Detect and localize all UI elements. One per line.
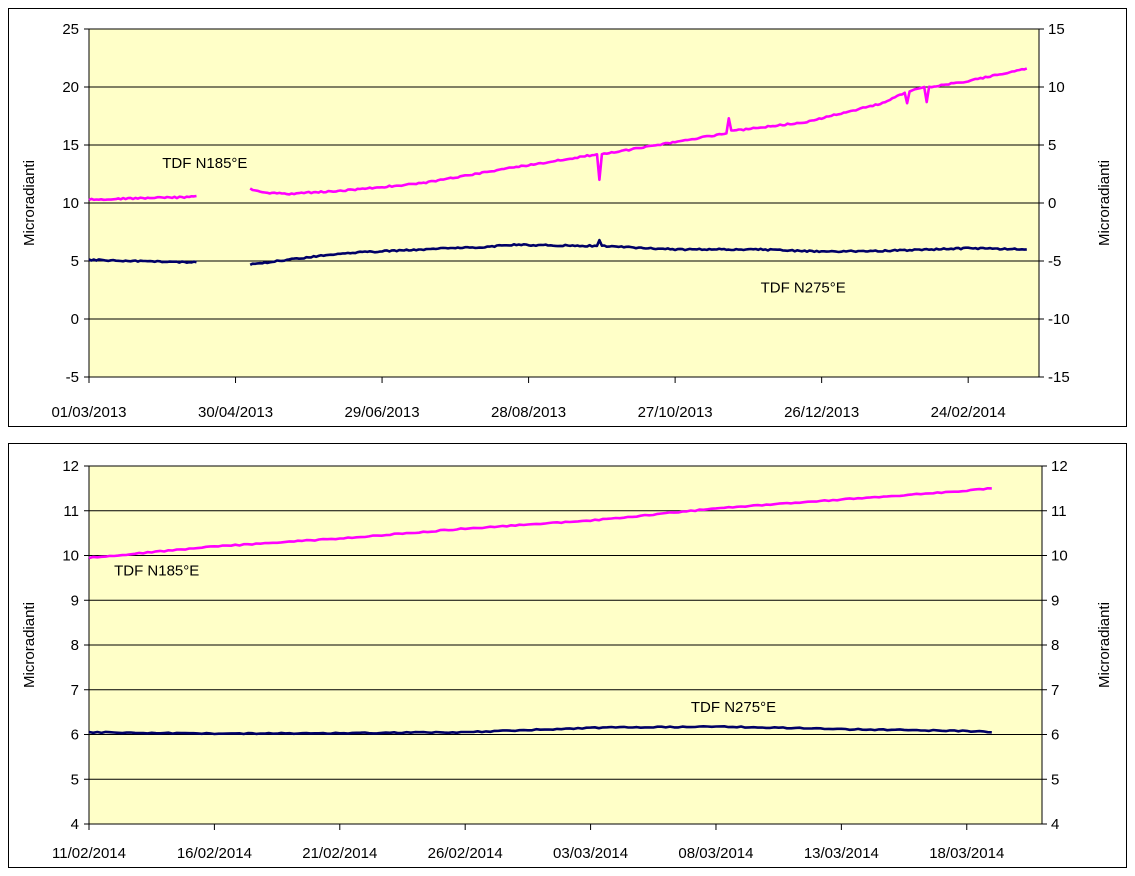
y2-tick-label: 0 bbox=[1048, 195, 1056, 212]
series-line bbox=[88, 194, 197, 202]
chart-panel-2013-2014: -5 0 5 10 15 20 25 -15 -10 -5 0 5 10 15 01/03/2013 30/0… bbox=[8, 8, 1127, 427]
x-tick-label: 28/08/2013 bbox=[491, 404, 566, 421]
x-tick-label: 11/02/2014 bbox=[52, 845, 126, 862]
series-label: TDF N185°E bbox=[114, 563, 199, 580]
y-axis-title: Microradianti bbox=[21, 160, 38, 246]
series-tdf-n275e bbox=[88, 238, 1027, 266]
series-line bbox=[88, 258, 197, 264]
x-tick-label: 21/02/2014 bbox=[302, 845, 377, 862]
y2-tick-label: -10 bbox=[1048, 311, 1070, 328]
y2-tick-label: 8 bbox=[1051, 637, 1059, 654]
x-tick-label: 26/02/2014 bbox=[428, 845, 503, 862]
y2-tick-label: -5 bbox=[1048, 253, 1061, 270]
x-tick-label: 30/04/2013 bbox=[198, 404, 273, 421]
x-tick-label: 24/02/2014 bbox=[931, 404, 1006, 421]
x-tick-label: 03/03/2014 bbox=[553, 845, 628, 862]
y-tick-label: 8 bbox=[71, 637, 79, 654]
y2-tick-label: 9 bbox=[1051, 592, 1059, 609]
chart-panel-feb-mar-2014: 4 5 6 7 8 9 10 11 12 4 5 6 7 8 9 10 11 12 11/02/2014 16/02/… bbox=[8, 443, 1127, 868]
series-label: TDF N185°E bbox=[162, 155, 247, 172]
x-tick-label: 27/10/2013 bbox=[638, 404, 713, 421]
y2-tick-label: -15 bbox=[1048, 369, 1070, 386]
y-tick-label: 25 bbox=[62, 21, 79, 38]
series-line bbox=[249, 238, 1027, 266]
y-tick-label: 6 bbox=[71, 727, 79, 744]
chart-feb-mar-2014: 4 5 6 7 8 9 10 11 12 4 5 6 7 8 9 10 11 12 11/02/2014 16/02/… bbox=[21, 458, 1113, 862]
series-line bbox=[88, 486, 992, 560]
y-tick-label: 4 bbox=[71, 816, 79, 833]
y2-axis-title: Microradianti bbox=[1096, 160, 1113, 246]
y-tick-label: 12 bbox=[62, 458, 79, 475]
x-tick-label: 08/03/2014 bbox=[678, 845, 753, 862]
x-tick-label: 16/02/2014 bbox=[177, 845, 252, 862]
series-label: TDF N275°E bbox=[761, 279, 846, 296]
chart-2013-2014: -5 0 5 10 15 20 25 -15 -10 -5 0 5 10 15 01/03/2013 30/0… bbox=[21, 21, 1113, 421]
y2-axis-title: Microradianti bbox=[1096, 602, 1113, 688]
y2-tick-label: 4 bbox=[1051, 816, 1059, 833]
series-label: TDF N275°E bbox=[691, 699, 776, 716]
y-tick-label: 10 bbox=[62, 195, 79, 212]
y2-tick-label: 10 bbox=[1048, 79, 1065, 96]
x-tick-label: 13/03/2014 bbox=[804, 845, 879, 862]
y-axis-title: Microradianti bbox=[21, 602, 38, 688]
y-tick-label: 10 bbox=[62, 548, 79, 565]
series-line bbox=[249, 67, 1028, 196]
x-tick-label: 26/12/2013 bbox=[784, 404, 859, 421]
y2-tick-label: 7 bbox=[1051, 682, 1059, 699]
y2-tick-label: 6 bbox=[1051, 727, 1059, 744]
y2-tick-label: 10 bbox=[1051, 548, 1068, 565]
x-tick-label: 18/03/2014 bbox=[929, 845, 1004, 862]
y-tick-label: 11 bbox=[63, 503, 79, 520]
series-tdf-n185e bbox=[88, 67, 1028, 202]
y2-tick-label: 5 bbox=[1048, 137, 1056, 154]
y-tick-label: 7 bbox=[71, 682, 79, 699]
y-tick-label: 0 bbox=[71, 311, 79, 328]
x-tick-label: 01/03/2013 bbox=[51, 404, 126, 421]
y-tick-label: 5 bbox=[71, 253, 79, 270]
x-tick-label: 29/06/2013 bbox=[345, 404, 420, 421]
series-tdf-n185e bbox=[88, 486, 992, 560]
y2-tick-label: 12 bbox=[1051, 458, 1068, 475]
y2-tick-label: 5 bbox=[1051, 771, 1059, 788]
y-tick-label: 20 bbox=[62, 79, 79, 96]
series-line bbox=[88, 724, 992, 736]
y-tick-label: 15 bbox=[62, 137, 79, 154]
y2-tick-label: 11 bbox=[1051, 503, 1067, 520]
y-tick-label: 5 bbox=[71, 771, 79, 788]
y2-tick-label: 15 bbox=[1048, 21, 1065, 38]
y-tick-label: -5 bbox=[66, 369, 79, 386]
series-tdf-n275e bbox=[88, 724, 992, 736]
y-tick-label: 9 bbox=[71, 592, 79, 609]
